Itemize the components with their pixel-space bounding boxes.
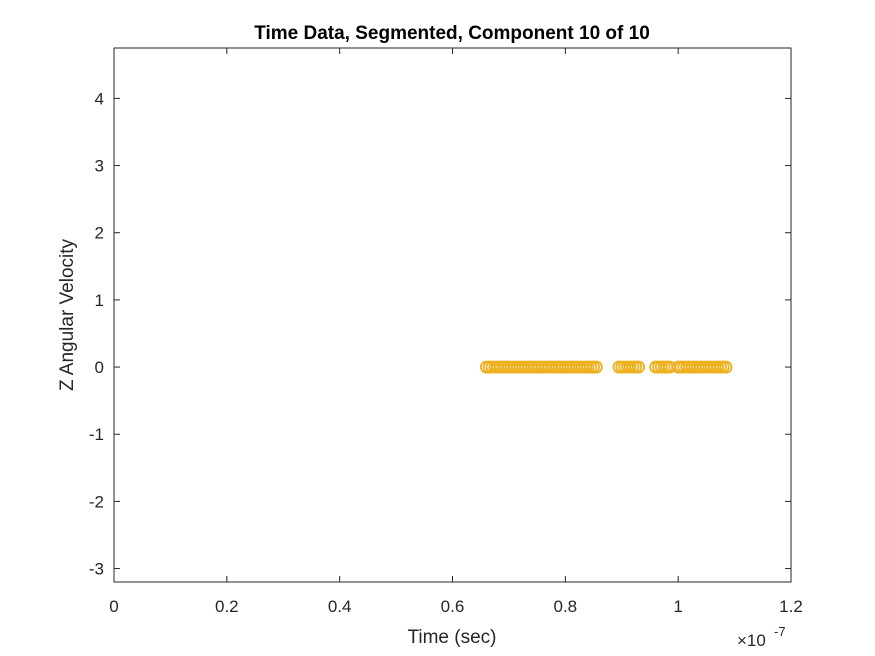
x-axis: 0 0.2 0.4 0.6 0.8 1 1.2	[109, 48, 803, 616]
y-axis: -3 -2 -1 0 1 2 3 4	[89, 89, 791, 579]
data-point	[589, 360, 603, 374]
x-tick-label: 0.4	[328, 597, 352, 616]
y-tick-label: 2	[95, 224, 104, 243]
chart-title: Time Data, Segmented, Component 10 of 10	[254, 23, 650, 44]
y-axis-label: Z Angular Velocity	[57, 238, 78, 391]
y-tick-label: -3	[89, 560, 104, 579]
data-point	[632, 360, 646, 374]
data-points	[479, 360, 733, 374]
x-tick-label: 0.6	[441, 597, 465, 616]
y-tick-label: 1	[95, 291, 104, 310]
x-tick-label: 1	[673, 597, 682, 616]
x-exponent-label: ×10	[737, 631, 766, 650]
y-tick-label: 4	[95, 89, 104, 108]
x-tick-label: 0.8	[554, 597, 578, 616]
y-tick-label: -2	[89, 492, 104, 511]
x-tick-label: 0	[109, 597, 118, 616]
plot-area	[113, 47, 792, 583]
x-axis-label: Time (sec)	[407, 627, 496, 648]
x-tick-label: 1.2	[779, 597, 803, 616]
y-tick-label: -1	[89, 425, 104, 444]
y-tick-label: 3	[95, 157, 104, 176]
x-tick-label: 0.2	[215, 597, 239, 616]
y-tick-label: 0	[95, 358, 104, 377]
x-exponent-power: -7	[774, 624, 786, 639]
data-point	[719, 360, 733, 374]
